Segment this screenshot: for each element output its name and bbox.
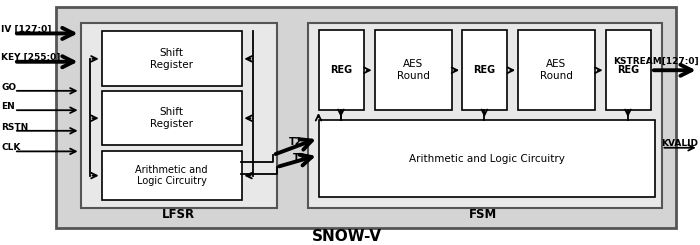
Text: T1: T1 xyxy=(293,153,306,163)
Bar xyxy=(606,30,651,110)
Text: AES
Round: AES Round xyxy=(397,60,429,81)
Text: Arithmetic and Logic Circuitry: Arithmetic and Logic Circuitry xyxy=(409,154,564,164)
Text: EN: EN xyxy=(1,102,15,111)
Text: Arithmetic and
Logic Circuitry: Arithmetic and Logic Circuitry xyxy=(135,165,208,186)
Bar xyxy=(374,30,452,110)
Text: SNOW-V: SNOW-V xyxy=(312,229,382,244)
Text: REG: REG xyxy=(473,65,496,75)
Text: T2: T2 xyxy=(289,137,302,147)
Bar xyxy=(102,91,242,145)
Text: KVALID: KVALID xyxy=(662,139,699,148)
Text: RSTN: RSTN xyxy=(1,123,29,132)
Text: REG: REG xyxy=(617,65,639,75)
Text: GO: GO xyxy=(1,83,17,92)
Text: LFSR: LFSR xyxy=(162,208,195,221)
Text: CLK: CLK xyxy=(1,143,21,152)
Bar xyxy=(102,151,242,200)
Bar xyxy=(102,32,242,86)
Text: FSM: FSM xyxy=(469,208,497,221)
Text: KEY [255:0]: KEY [255:0] xyxy=(1,53,61,62)
Bar xyxy=(318,120,654,197)
Bar xyxy=(462,30,507,110)
Text: Shift
Register: Shift Register xyxy=(150,107,193,129)
Bar xyxy=(308,23,662,208)
Text: KSTREAM[127:0]: KSTREAM[127:0] xyxy=(613,57,699,66)
Text: IV [127:0]: IV [127:0] xyxy=(1,24,52,34)
Text: REG: REG xyxy=(330,65,352,75)
Text: Shift
Register: Shift Register xyxy=(150,48,193,70)
Bar xyxy=(80,23,276,208)
Text: AES
Round: AES Round xyxy=(540,60,573,81)
Bar xyxy=(518,30,595,110)
Bar xyxy=(56,7,676,228)
Bar xyxy=(318,30,364,110)
